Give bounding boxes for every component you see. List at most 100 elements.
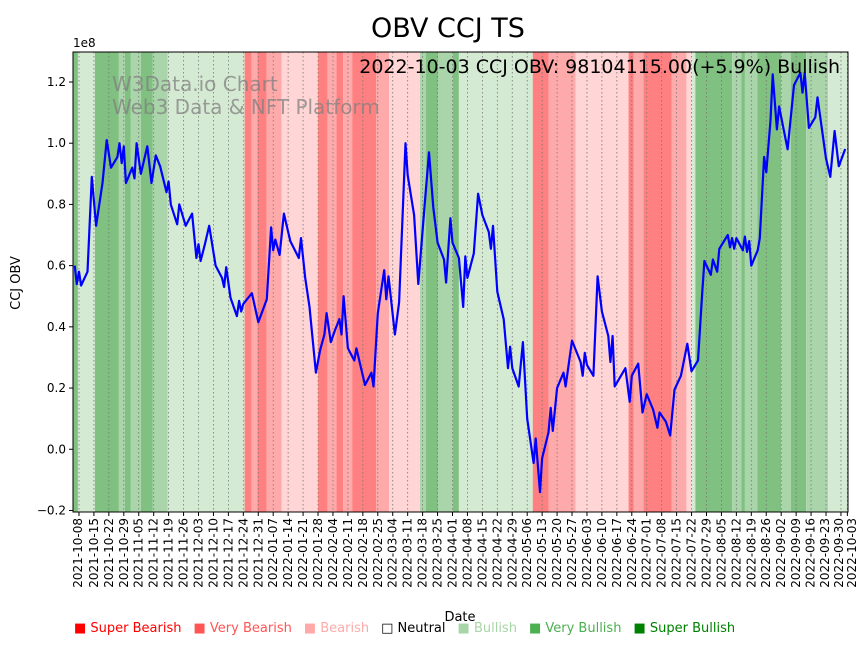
y-tick-label: 0.2 bbox=[47, 381, 66, 395]
x-tick-label: 2022-07-22 bbox=[685, 518, 699, 588]
signal-band bbox=[671, 52, 687, 512]
y-axis: −0.2 0.0 0.2 0.4 0.6 0.8 1.0 1.2 bbox=[37, 75, 73, 517]
legend-swatch: ■ bbox=[457, 621, 474, 636]
x-tick-label: 2022-07-29 bbox=[699, 518, 713, 588]
x-tick-label: 2021-10-22 bbox=[102, 518, 116, 588]
y-axis-label: CCJ OBV bbox=[9, 256, 24, 310]
signal-bands bbox=[73, 52, 848, 512]
signal-band bbox=[140, 52, 153, 512]
legend-item: ■ Bearish bbox=[304, 621, 369, 636]
x-axis-label: Date bbox=[444, 610, 475, 625]
x-tick-label: 2021-12-10 bbox=[206, 518, 220, 588]
x-tick-label: 2022-10-03 bbox=[845, 518, 859, 588]
signal-band bbox=[152, 52, 168, 512]
signal-band bbox=[118, 52, 125, 512]
x-tick-label: 2022-08-19 bbox=[744, 518, 758, 588]
y-tick-label: 0.4 bbox=[47, 320, 66, 334]
legend-swatch: □ bbox=[381, 621, 398, 636]
x-tick-label: 2022-07-08 bbox=[655, 518, 669, 588]
x-tick-label: 2022-06-10 bbox=[595, 518, 609, 588]
signal-band bbox=[266, 52, 282, 512]
legend-label: Super Bullish bbox=[649, 621, 736, 636]
signal-band bbox=[420, 52, 427, 512]
signal-band bbox=[732, 52, 742, 512]
x-tick-label: 2022-08-05 bbox=[714, 518, 728, 588]
signal-band bbox=[828, 52, 848, 512]
legend-item: □ Neutral bbox=[381, 621, 445, 636]
legend-item: ■ Very Bearish bbox=[194, 621, 292, 636]
x-tick-label: 2021-11-26 bbox=[177, 518, 191, 588]
obv-series-line bbox=[73, 71, 847, 494]
signal-band bbox=[352, 52, 377, 512]
legend-label: Super Bearish bbox=[90, 621, 182, 636]
x-tick-label: 2022-09-02 bbox=[774, 518, 788, 588]
watermark-line-1: W3Data.io Chart bbox=[112, 72, 278, 96]
x-tick-label: 2022-09-30 bbox=[832, 518, 846, 588]
x-axis: 2021-10-08 2021-10-15 2021-10-22 2021-10-29… bbox=[71, 512, 859, 588]
legend-label: Very Bullish bbox=[545, 621, 622, 636]
legend-label: Bearish bbox=[320, 621, 370, 636]
x-tick-label: 2022-06-17 bbox=[610, 518, 624, 588]
signal-band bbox=[791, 52, 807, 512]
x-tick-label: 2022-05-13 bbox=[535, 518, 549, 588]
x-tick-label: 2022-05-06 bbox=[520, 518, 534, 588]
x-tick-label: 2022-04-15 bbox=[475, 518, 489, 588]
signal-band bbox=[744, 52, 758, 512]
latest-value-annotation: 2022-10-03 CCJ OBV: 98104115.00(+5.9%) B… bbox=[359, 56, 840, 78]
legend: ■ Super Bearish ■ Very Bearish ■ Bearish □ … bbox=[0, 621, 867, 639]
x-gridlines bbox=[78, 52, 848, 512]
x-tick-label: 2022-04-22 bbox=[490, 518, 504, 588]
signal-band bbox=[806, 52, 829, 512]
signal-band bbox=[691, 52, 696, 512]
x-tick-label: 2021-10-15 bbox=[87, 518, 101, 588]
x-tick-label: 2021-10-29 bbox=[117, 518, 131, 588]
legend-swatch: ■ bbox=[633, 621, 650, 636]
x-tick-label: 2021-12-17 bbox=[221, 518, 235, 588]
x-tick-label: 2021-11-19 bbox=[162, 518, 176, 588]
x-tick-label: 2022-07-01 bbox=[640, 518, 654, 588]
x-tick-label: 2022-05-27 bbox=[565, 518, 579, 588]
x-tick-label: 2021-11-12 bbox=[147, 518, 161, 588]
signal-band bbox=[389, 52, 421, 512]
x-tick-label: 2022-03-04 bbox=[386, 518, 400, 588]
x-tick-label: 2022-09-23 bbox=[818, 518, 832, 588]
y-tick-label: 1.0 bbox=[47, 136, 66, 150]
y-offset-label: 1e8 bbox=[73, 36, 96, 50]
x-tick-label: 2022-08-26 bbox=[759, 518, 773, 588]
x-tick-label: 2022-07-15 bbox=[670, 518, 684, 588]
x-tick-label: 2022-03-11 bbox=[401, 518, 415, 588]
x-tick-label: 2022-09-09 bbox=[789, 518, 803, 588]
signal-band bbox=[643, 52, 672, 512]
x-tick-label: 2022-03-18 bbox=[416, 518, 430, 588]
y-tick-label: 0.8 bbox=[47, 197, 66, 211]
signal-band bbox=[94, 52, 119, 512]
legend-swatch: ■ bbox=[303, 621, 321, 636]
x-tick-label: 2021-12-31 bbox=[251, 518, 265, 588]
signal-band bbox=[251, 52, 258, 512]
signal-band bbox=[686, 52, 692, 512]
x-tick-label: 2022-05-20 bbox=[550, 518, 564, 588]
signal-band bbox=[426, 52, 438, 512]
chart-title: OBV CCJ TS bbox=[371, 13, 525, 44]
x-tick-label: 2022-04-29 bbox=[505, 518, 519, 588]
x-tick-label: 2022-03-25 bbox=[431, 518, 445, 588]
watermark-line-2: Web3 Data & NFT Platform bbox=[112, 95, 380, 119]
x-tick-label: 2022-01-28 bbox=[311, 518, 325, 588]
signal-band bbox=[628, 52, 634, 512]
x-tick-label: 2022-02-18 bbox=[356, 518, 370, 588]
legend-swatch: ■ bbox=[528, 621, 546, 636]
signal-band bbox=[130, 52, 141, 512]
signal-band bbox=[327, 52, 337, 512]
signal-band bbox=[336, 52, 344, 512]
x-tick-label: 2022-06-24 bbox=[625, 518, 639, 588]
x-tick-label: 2022-01-07 bbox=[266, 518, 280, 588]
legend-label: Very Bearish bbox=[209, 621, 292, 636]
x-tick-label: 2022-04-01 bbox=[445, 518, 459, 588]
signal-band bbox=[77, 52, 95, 512]
legend-swatch: ■ bbox=[193, 621, 210, 636]
x-tick-label: 2022-02-11 bbox=[341, 518, 355, 588]
x-tick-label: 2022-02-25 bbox=[371, 518, 385, 588]
legend-item: ■ Super Bearish bbox=[74, 621, 182, 636]
x-tick-label: 2021-10-08 bbox=[71, 518, 85, 588]
